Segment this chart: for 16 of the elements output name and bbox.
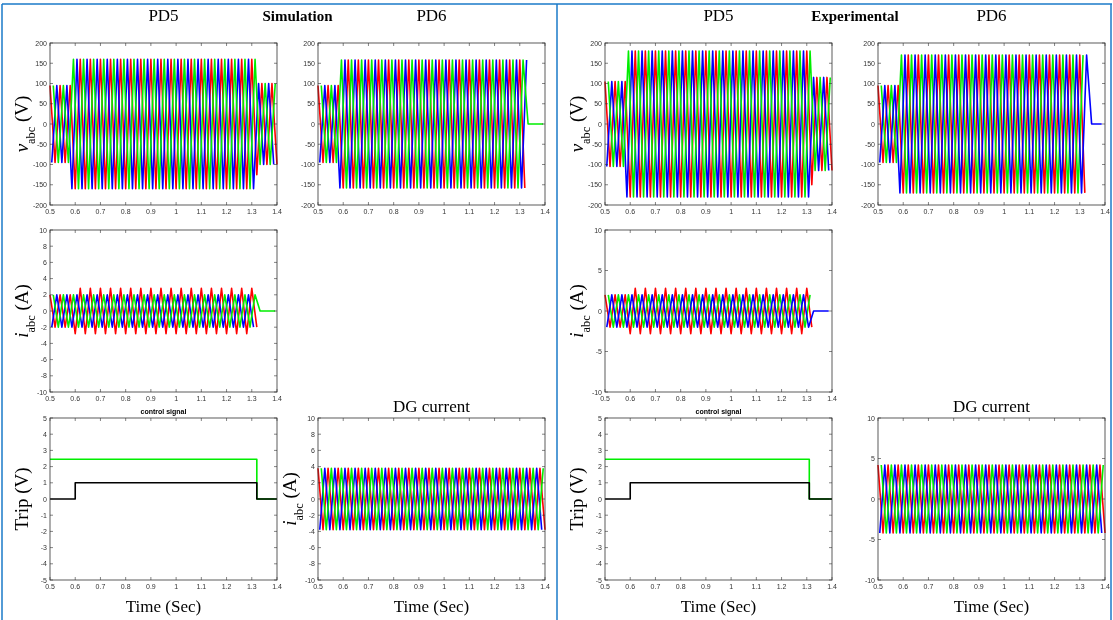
- x-axis-title: Time (Sec): [125, 597, 202, 616]
- x-axis-title: Time (Sec): [953, 597, 1030, 616]
- text: Simulation: [262, 8, 334, 24]
- x-axis-title: Time (Sec): [680, 597, 757, 616]
- chart-title: PD5: [703, 6, 734, 25]
- y-axis-title: Trip (V): [11, 467, 33, 531]
- chart-title: PD5: [148, 6, 179, 25]
- line-series: [49, 287, 258, 335]
- chart-title: PD6: [976, 6, 1007, 25]
- chart-title: DG current: [953, 397, 1031, 416]
- y-axis-title: Trip (V): [566, 467, 588, 531]
- line-series: [604, 287, 813, 335]
- text: Experimental: [811, 8, 899, 24]
- x-axis-title: Time (Sec): [393, 597, 470, 616]
- chart-title: DG current: [393, 397, 471, 416]
- chart-title: PD6: [416, 6, 447, 25]
